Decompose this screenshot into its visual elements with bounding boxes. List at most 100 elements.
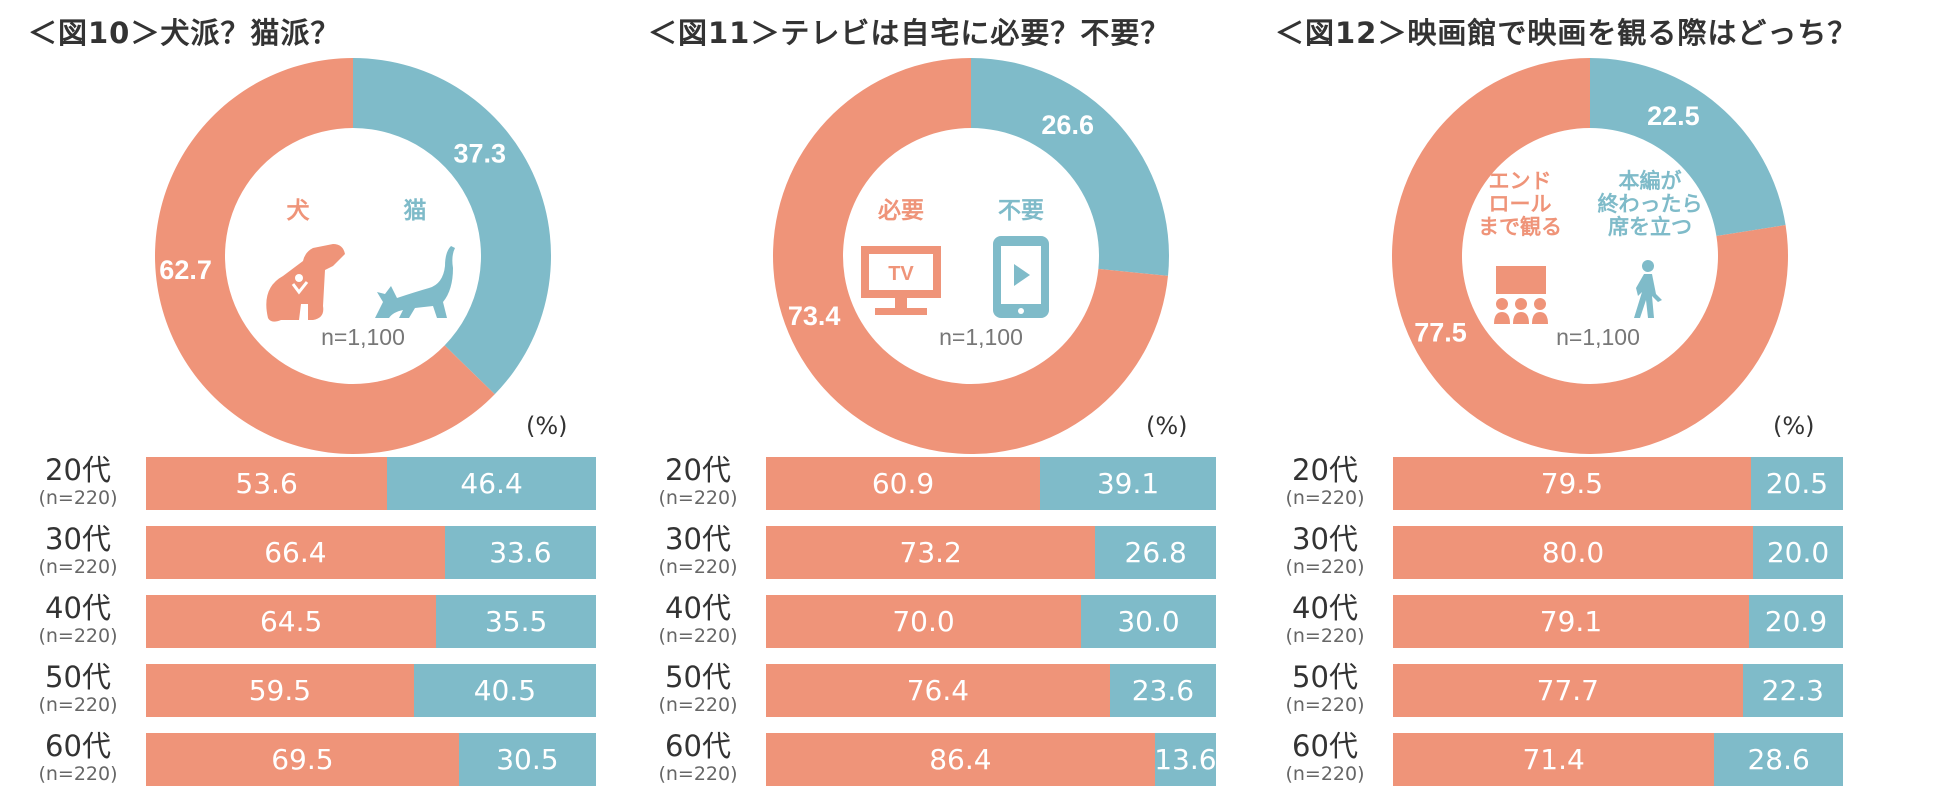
- bar-value-label: 76.4: [906, 674, 970, 707]
- bar-segment-primary: [1393, 664, 1743, 717]
- bar-segment-primary: [1393, 733, 1715, 786]
- bar-value-label: 20.5: [1765, 467, 1829, 500]
- chart-panel: ＜図12＞映画館で映画を観る際はどっち？ 22.5 77.5 エンドロールまで観る 本編…: [1275, 0, 1915, 802]
- slice-value-label: 62.7: [159, 255, 212, 285]
- bar-segment-secondary: [1750, 457, 1843, 510]
- bar-segment-secondary: [1109, 664, 1216, 717]
- bar-segment-primary: [1393, 595, 1749, 648]
- row-sample-label: (n=220): [38, 556, 118, 578]
- slice-value-label: 37.3: [453, 138, 506, 168]
- donut-slice-secondary: [1590, 58, 1786, 236]
- row-sample-label: (n=220): [1285, 556, 1365, 578]
- row-sample-label: (n=220): [1285, 625, 1365, 647]
- chart-panel: ＜図10＞犬派？猫派？ 37.3 62.7 犬猫 n=1,100 (%) 20代 (n=220…: [28, 0, 668, 802]
- age-label: 40代: [1292, 591, 1358, 625]
- stacked-bar: 60.9 39.1: [766, 457, 1216, 510]
- slice-category-label: 不要: [998, 198, 1044, 224]
- row-label: 40代 (n=220): [28, 591, 128, 647]
- walking-person-icon: [1634, 260, 1662, 318]
- age-label: 60代: [665, 729, 731, 763]
- row-label: 40代 (n=220): [648, 591, 748, 647]
- stacked-bar: 53.6 46.4: [146, 457, 596, 510]
- stacked-bar: 69.5 30.5: [146, 733, 596, 786]
- bar-segment-secondary: [1095, 526, 1216, 579]
- stacked-bar: 76.4 23.6: [766, 664, 1216, 717]
- bar-segment-primary: [766, 664, 1110, 717]
- bar-value-label: 22.3: [1761, 674, 1824, 707]
- age-label: 30代: [1292, 522, 1358, 556]
- dog-icon: [266, 244, 345, 322]
- stacked-bar: 77.7 22.3: [1393, 664, 1843, 717]
- sample-size-label: n=1,100: [321, 324, 405, 350]
- slice-value-label: 22.5: [1647, 101, 1700, 131]
- bar-segment-secondary: [1742, 664, 1843, 717]
- bar-segment-primary: [146, 733, 459, 786]
- bar-segment-primary: [1393, 457, 1751, 510]
- age-label: 50代: [1292, 660, 1358, 694]
- bar-value-label: 20.9: [1764, 605, 1828, 638]
- bar-value-label: 20.0: [1766, 536, 1830, 569]
- bar-value-label: 71.4: [1522, 743, 1585, 776]
- bar-segment-primary: [766, 526, 1096, 579]
- bar-value-label: 53.6: [235, 467, 298, 500]
- slice-category-label: 猫: [404, 198, 427, 224]
- row-sample-label: (n=220): [658, 625, 738, 647]
- row-sample-label: (n=220): [658, 694, 738, 716]
- bar-segment-secondary: [1748, 595, 1843, 648]
- age-label: 60代: [45, 729, 111, 763]
- slice-value-label: 26.6: [1041, 110, 1094, 140]
- slice-value-label: 77.5: [1414, 318, 1467, 348]
- bar-segment-secondary: [1154, 733, 1216, 786]
- age-label: 20代: [45, 453, 111, 487]
- row-label: 20代 (n=220): [648, 453, 748, 509]
- age-label: 20代: [1292, 453, 1358, 487]
- row-label: 50代 (n=220): [1275, 660, 1375, 716]
- age-label: 50代: [665, 660, 731, 694]
- bar-value-label: 35.5: [484, 605, 548, 638]
- slice-category-label: エンドロールまで観る: [1478, 169, 1562, 239]
- donut-chart: 22.5 77.5 エンドロールまで観る 本編が終わったら席を立つ n=1,100: [1390, 56, 1790, 456]
- age-label: 30代: [45, 522, 111, 556]
- row-sample-label: (n=220): [658, 487, 738, 509]
- chart-panel: ＜図11＞テレビは自宅に必要？不要？ 26.6 73.4 必要 不要 TV n=1,100 (…: [648, 0, 1288, 802]
- row-sample-label: (n=220): [38, 487, 118, 509]
- slice-category-label: 本編が終わったら席を立つ: [1598, 169, 1703, 239]
- age-label: 50代: [45, 660, 111, 694]
- donut-slice-primary: [155, 58, 495, 454]
- row-label: 30代 (n=220): [28, 522, 128, 578]
- unit-label: (%): [1773, 412, 1815, 440]
- bar-value-label: 79.1: [1539, 605, 1603, 638]
- chart-title: ＜図11＞テレビは自宅に必要？不要？: [648, 16, 1171, 50]
- bar-segment-secondary: [458, 733, 596, 786]
- bar-value-label: 73.2: [899, 536, 962, 569]
- slice-category-label: 犬: [287, 198, 311, 224]
- bar-segment-primary: [1393, 526, 1753, 579]
- row-sample-label: (n=220): [1285, 694, 1365, 716]
- stacked-bar: 59.5 40.5: [146, 664, 596, 717]
- bar-value-label: 66.4: [264, 536, 327, 569]
- row-sample-label: (n=220): [658, 763, 738, 785]
- stacked-bar: 73.2 26.8: [766, 526, 1216, 579]
- row-label: 60代 (n=220): [648, 729, 748, 785]
- bar-segment-primary: [146, 526, 445, 579]
- tv-icon-text: TV: [888, 263, 914, 285]
- cat-icon: [375, 246, 455, 318]
- sample-size-label: n=1,100: [939, 324, 1023, 350]
- bar-segment-primary: [146, 457, 388, 510]
- tv-icon: TV: [861, 246, 941, 315]
- row-label: 30代 (n=220): [648, 522, 748, 578]
- bar-segment-secondary: [1714, 733, 1843, 786]
- stacked-bar: 80.0 20.0: [1393, 526, 1843, 579]
- stacked-bar: 79.1 20.9: [1393, 595, 1843, 648]
- row-label: 20代 (n=220): [28, 453, 128, 509]
- bar-value-label: 33.6: [489, 536, 552, 569]
- row-label: 40代 (n=220): [1275, 591, 1375, 647]
- bar-value-label: 60.9: [871, 467, 935, 500]
- bar-value-label: 46.4: [460, 467, 523, 500]
- donut-slice-primary: [773, 58, 1169, 454]
- stacked-bar: 66.4 33.6: [146, 526, 596, 579]
- bar-value-label: 80.0: [1541, 536, 1605, 569]
- row-label: 60代 (n=220): [1275, 729, 1375, 785]
- stacked-bar: 79.5 20.5: [1393, 457, 1843, 510]
- bar-value-label: 30.0: [1117, 605, 1180, 638]
